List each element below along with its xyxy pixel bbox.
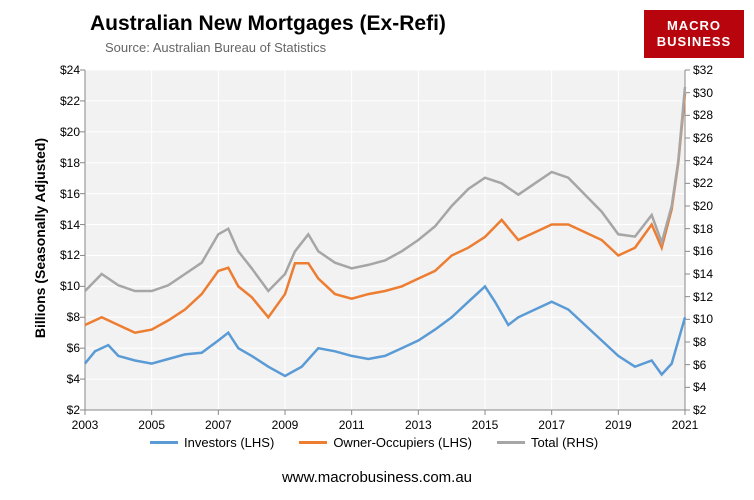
ytick-right: $16 (693, 244, 733, 258)
xtick: 2015 (465, 418, 505, 432)
legend-swatch (299, 441, 327, 444)
xtick: 2005 (132, 418, 172, 432)
legend-swatch (150, 441, 178, 444)
xtick: 2019 (598, 418, 638, 432)
ytick-left: $4 (40, 372, 80, 386)
xtick: 2009 (265, 418, 305, 432)
chart-svg (0, 0, 754, 500)
ytick-right: $2 (693, 403, 733, 417)
ytick-left: $2 (40, 403, 80, 417)
ytick-right: $24 (693, 154, 733, 168)
chart-container: { "title": "Australian New Mortgages (Ex… (0, 0, 754, 500)
ytick-left: $14 (40, 218, 80, 232)
ytick-left: $24 (40, 63, 80, 77)
legend-label: Owner-Occupiers (LHS) (333, 435, 472, 450)
ytick-right: $26 (693, 131, 733, 145)
legend-swatch (497, 441, 525, 444)
legend-label: Total (RHS) (531, 435, 598, 450)
legend-item: Owner-Occupiers (LHS) (299, 435, 472, 450)
xtick: 2003 (65, 418, 105, 432)
ytick-left: $18 (40, 156, 80, 170)
ytick-right: $18 (693, 222, 733, 236)
ytick-right: $14 (693, 267, 733, 281)
legend-item: Total (RHS) (497, 435, 598, 450)
legend-item: Investors (LHS) (150, 435, 274, 450)
ytick-right: $12 (693, 290, 733, 304)
series-total-rhs- (85, 87, 685, 291)
xtick: 2007 (198, 418, 238, 432)
ytick-left: $16 (40, 187, 80, 201)
footer-url: www.macrobusiness.com.au (0, 469, 754, 486)
ytick-right: $8 (693, 335, 733, 349)
ytick-left: $10 (40, 279, 80, 293)
ytick-right: $30 (693, 86, 733, 100)
ytick-right: $32 (693, 63, 733, 77)
series-owner-occupiers-lhs- (85, 93, 685, 333)
ytick-right: $28 (693, 108, 733, 122)
xtick: 2017 (532, 418, 572, 432)
ytick-right: $20 (693, 199, 733, 213)
ytick-right: $4 (693, 380, 733, 394)
ytick-right: $6 (693, 358, 733, 372)
ytick-left: $22 (40, 94, 80, 108)
chart-legend: Investors (LHS) Owner-Occupiers (LHS) Tota… (150, 435, 598, 450)
xtick: 2021 (665, 418, 705, 432)
ytick-left: $8 (40, 310, 80, 324)
xtick: 2013 (398, 418, 438, 432)
ytick-left: $6 (40, 341, 80, 355)
ytick-right: $22 (693, 176, 733, 190)
ytick-left: $12 (40, 248, 80, 262)
ytick-left: $20 (40, 125, 80, 139)
legend-label: Investors (LHS) (184, 435, 274, 450)
ytick-right: $10 (693, 312, 733, 326)
series-investors-lhs- (85, 286, 685, 376)
xtick: 2011 (332, 418, 372, 432)
